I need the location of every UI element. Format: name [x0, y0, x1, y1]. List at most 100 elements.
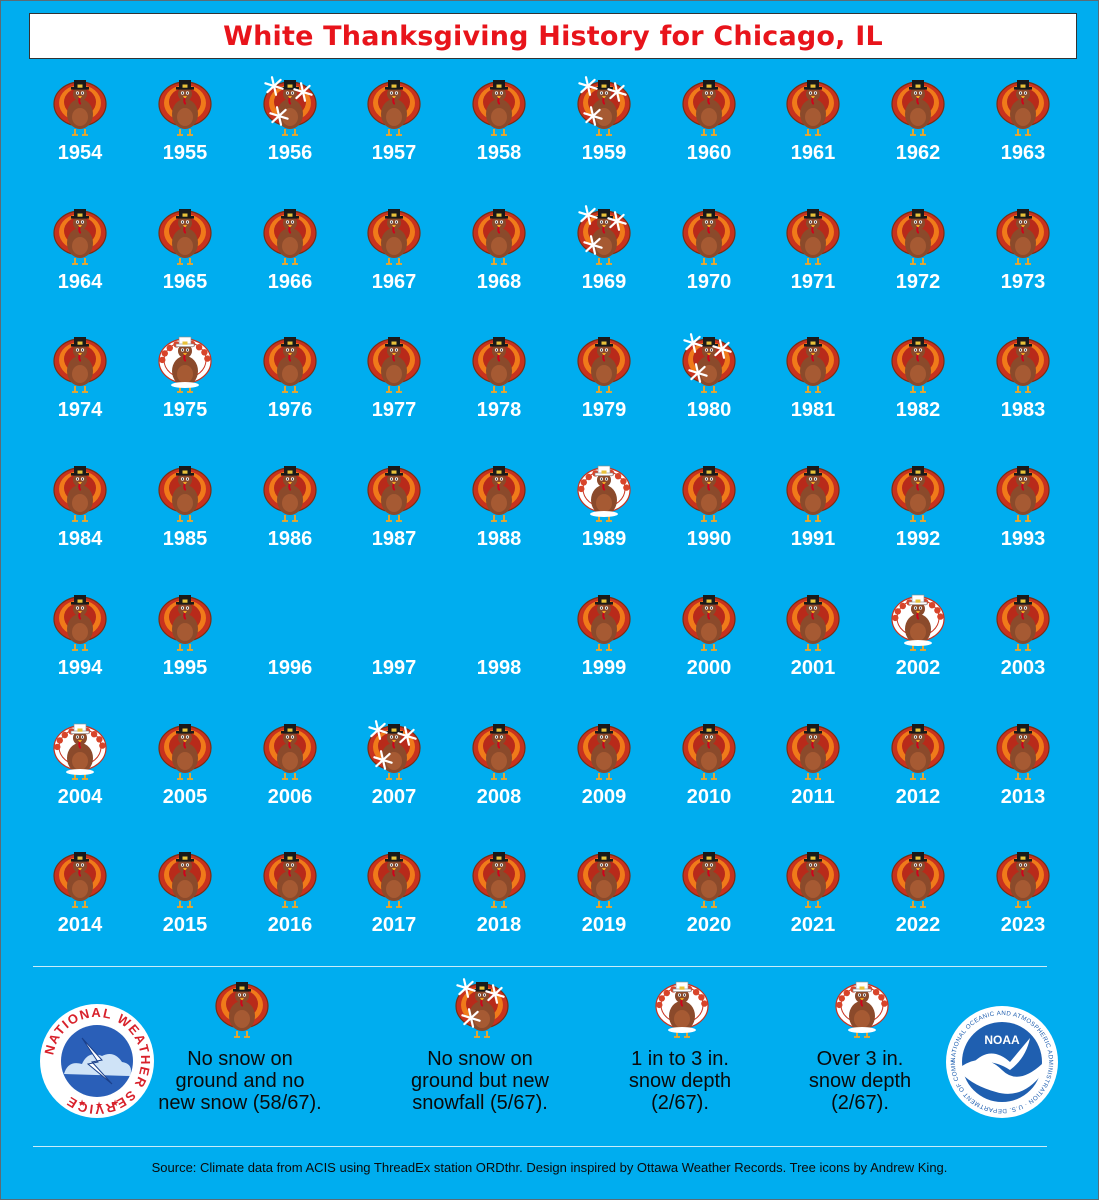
year-label: 2009 [581, 786, 627, 808]
turkey-icon [472, 337, 526, 393]
year-cell-1988: 1988 [447, 462, 551, 572]
turkey-icon [367, 209, 421, 265]
year-cell-2010: 2010 [657, 720, 761, 830]
year-cell-2011: 2011 [761, 720, 865, 830]
turkey-icon [367, 80, 421, 136]
turkey-icon [263, 852, 317, 908]
turkey-icon [996, 80, 1050, 136]
turkey-icon [53, 852, 107, 908]
turkey-icon [53, 723, 107, 780]
turkey-icon [577, 465, 631, 522]
year-label: 2001 [790, 657, 836, 679]
year-cell-1957: 1957 [342, 76, 446, 186]
year-cell-2003: 2003 [971, 591, 1075, 701]
turkey-icon [996, 595, 1050, 651]
year-label: 1961 [790, 142, 836, 164]
year-cell-2004: 2004 [28, 720, 132, 830]
year-label: 1971 [790, 271, 836, 293]
year-label: 1977 [371, 399, 417, 421]
year-cell-1976: 1976 [238, 333, 342, 443]
turkey-icon [263, 76, 317, 136]
year-cell-1999: 1999 [552, 591, 656, 701]
turkey-icon [682, 466, 736, 522]
year-label: 2004 [57, 786, 103, 808]
year-grid: 1954 1955 1956 1957 1958 1959 1960 1961 1962 1963… [28, 76, 1075, 958]
title-box: White Thanksgiving History for Chicago, … [29, 13, 1077, 59]
turkey-icon [891, 852, 945, 908]
turkey-icon [682, 80, 736, 136]
year-label: 1994 [57, 657, 103, 679]
year-cell-1991: 1991 [761, 462, 865, 572]
turkey-icon [786, 466, 840, 522]
year-cell-1993: 1993 [971, 462, 1075, 572]
year-label: 1970 [686, 271, 732, 293]
year-label: 1973 [1000, 271, 1046, 293]
source-note: Source: Climate data from ACIS using Thr… [151, 1160, 948, 1175]
year-label: 2002 [895, 657, 941, 679]
year-cell-2018: 2018 [447, 848, 551, 958]
turkey-icon [891, 80, 945, 136]
turkey-icon [786, 209, 840, 265]
turkey-icon [577, 205, 631, 265]
year-label: 2007 [371, 786, 417, 808]
legend-label: 1 in to 3 in. snow depth (2/67). [628, 1048, 732, 1114]
chart-title: White Thanksgiving History for Chicago, … [223, 20, 883, 52]
year-label: 1988 [476, 528, 522, 550]
year-label: 2015 [162, 914, 208, 936]
year-cell-1963: 1963 [971, 76, 1075, 186]
nws-logo: NATIONAL WEATHER SERVICE ★ ★ ★ [40, 1004, 154, 1118]
turkey-icon [786, 337, 840, 393]
year-label: 1993 [1000, 528, 1046, 550]
year-label: 1969 [581, 271, 627, 293]
year-cell-1990: 1990 [657, 462, 761, 572]
year-cell-1980: 1980 [657, 333, 761, 443]
noaa-logo-text: NOAA [984, 1033, 1020, 1047]
turkey-icon [996, 724, 1050, 780]
year-label: 1995 [162, 657, 208, 679]
year-cell-1977: 1977 [342, 333, 446, 443]
year-label: 1972 [895, 271, 941, 293]
legend-turkey-icon [215, 982, 269, 1038]
year-label: 1996 [267, 657, 313, 679]
turkey-icon [891, 337, 945, 393]
year-cell-2005: 2005 [133, 720, 237, 830]
year-label: 2008 [476, 786, 522, 808]
year-label: 2003 [1000, 657, 1046, 679]
year-cell-1995: 1995 [133, 591, 237, 701]
turkey-icon [472, 724, 526, 780]
turkey-icon [367, 720, 421, 780]
year-label: 2005 [162, 786, 208, 808]
year-label: 2013 [1000, 786, 1046, 808]
turkey-icon [53, 209, 107, 265]
turkey-icon [682, 595, 736, 651]
year-label: 2000 [686, 657, 732, 679]
turkey-icon [682, 209, 736, 265]
year-label: 1965 [162, 271, 208, 293]
year-label: 1982 [895, 399, 941, 421]
turkey-icon [786, 80, 840, 136]
year-label: 2020 [686, 914, 732, 936]
year-cell-2022: 2022 [866, 848, 970, 958]
year-label: 1987 [371, 528, 417, 550]
year-label: 1989 [581, 528, 627, 550]
turkey-icon [263, 337, 317, 393]
year-cell-1965: 1965 [133, 205, 237, 315]
year-cell-1997: 1997 [342, 591, 446, 701]
year-cell-1964: 1964 [28, 205, 132, 315]
turkey-icon [786, 852, 840, 908]
year-label: 2018 [476, 914, 522, 936]
turkey-icon [891, 594, 945, 651]
year-cell-1967: 1967 [342, 205, 446, 315]
turkey-icon [786, 595, 840, 651]
year-label: 1991 [790, 528, 836, 550]
year-cell-2019: 2019 [552, 848, 656, 958]
year-cell-1992: 1992 [866, 462, 970, 572]
year-label: 1966 [267, 271, 313, 293]
turkey-icon [53, 466, 107, 522]
year-cell-1974: 1974 [28, 333, 132, 443]
year-cell-1969: 1969 [552, 205, 656, 315]
year-cell-1983: 1983 [971, 333, 1075, 443]
legend-turkey-icon [455, 978, 509, 1038]
turkey-icon [53, 337, 107, 393]
turkey-icon [786, 724, 840, 780]
